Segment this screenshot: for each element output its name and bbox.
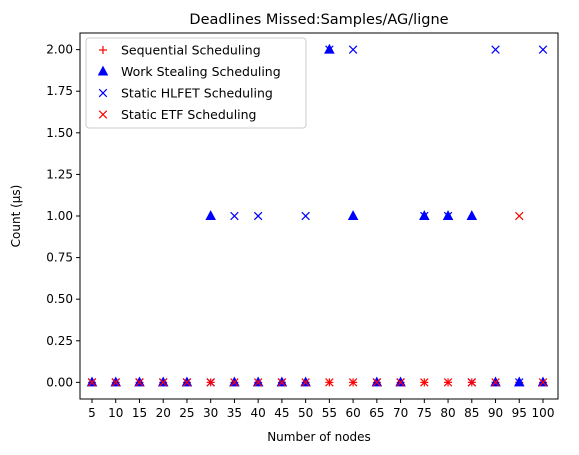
x-tick-label: 15 xyxy=(132,406,147,420)
legend-label: Sequential Scheduling xyxy=(121,43,261,58)
x-tick-label: 25 xyxy=(179,406,194,420)
x-tick-label: 80 xyxy=(440,406,455,420)
x-tick-label: 60 xyxy=(345,406,360,420)
y-tick-label: 0.00 xyxy=(46,375,73,389)
y-tick-label: 2.00 xyxy=(46,43,73,57)
x-axis-label: Number of nodes xyxy=(267,430,371,444)
x-tick-label: 100 xyxy=(532,406,555,420)
x-tick-label: 50 xyxy=(298,406,313,420)
x-tick-label: 85 xyxy=(464,406,479,420)
x-tick-label: 30 xyxy=(203,406,218,420)
y-axis-label: Count (µs) xyxy=(9,185,23,248)
x-tick-label: 5 xyxy=(88,406,96,420)
x-tick-label: 20 xyxy=(156,406,171,420)
x-tick-label: 55 xyxy=(322,406,337,420)
legend-label: Static HLFET Scheduling xyxy=(121,86,273,101)
x-tick-label: 90 xyxy=(488,406,503,420)
y-tick-label: 0.50 xyxy=(46,292,73,306)
x-tick-label: 70 xyxy=(393,406,408,420)
y-tick-label: 0.25 xyxy=(46,334,73,348)
x-tick-label: 45 xyxy=(274,406,289,420)
x-tick-label: 10 xyxy=(108,406,123,420)
y-tick-label: 1.25 xyxy=(46,167,73,181)
legend-label: Work Stealing Scheduling xyxy=(121,64,281,79)
y-tick-label: 1.00 xyxy=(46,209,73,223)
chart-title: Deadlines Missed:Samples/AG/ligne xyxy=(189,12,448,28)
x-tick-label: 95 xyxy=(512,406,527,420)
x-tick-label: 75 xyxy=(417,406,432,420)
x-tick-label: 35 xyxy=(227,406,242,420)
x-tick-label: 40 xyxy=(251,406,266,420)
y-tick-label: 1.50 xyxy=(46,126,73,140)
y-tick-label: 1.75 xyxy=(46,84,73,98)
y-tick-label: 0.75 xyxy=(46,251,73,265)
x-tick-label: 65 xyxy=(369,406,384,420)
legend: Sequential Scheduling Work Stealing Sched… xyxy=(86,38,306,128)
legend-label: Static ETF Scheduling xyxy=(121,107,257,122)
